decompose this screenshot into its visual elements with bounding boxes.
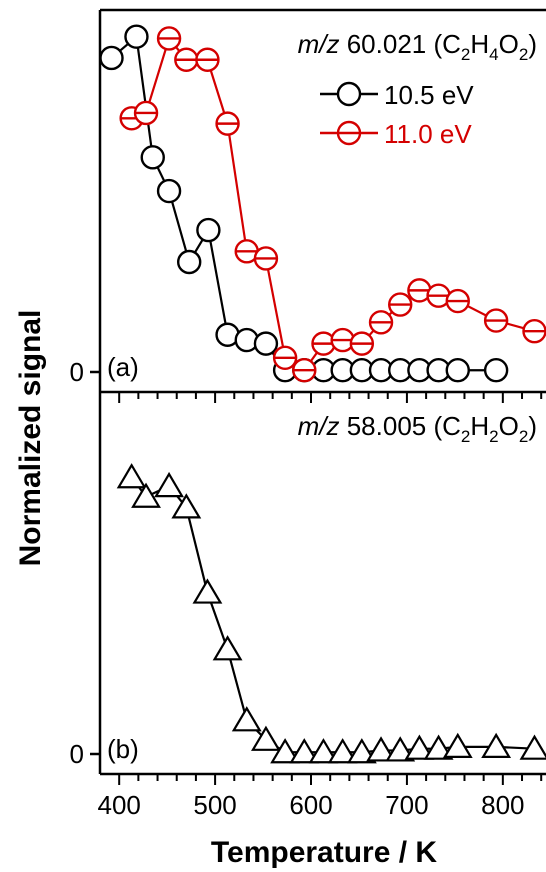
data-point [253,246,279,271]
legend-item: 10.5 eV [320,80,474,110]
data-point [368,310,394,335]
data-point [124,24,149,49]
data-point [154,471,184,498]
panel-label: (a) [107,352,139,382]
data-point [445,358,470,383]
data-point [131,482,161,508]
data-point [522,318,546,344]
data-point [483,308,509,333]
data-point [251,725,281,751]
data-point [404,734,435,760]
x-axis: 400 500 600 700 800 [97,392,543,820]
data-point [349,331,375,356]
y-axis-label: Normalized signal [14,310,47,567]
legend-marker [336,81,362,107]
legend-item: 11.0 eV [320,119,472,149]
data-point [215,111,240,136]
series-10-5-ev [99,24,509,383]
data-point [253,331,279,356]
data-point [366,736,396,762]
data-point [116,463,147,489]
data-point [174,47,199,72]
series-11-0-ev [119,26,546,383]
data-point [483,358,509,383]
data-point [481,732,512,759]
panel-title: m/z 58.005 (C2H2O2) [298,411,537,446]
legend-marker [336,120,362,146]
data-point [385,736,416,762]
panel-a: 0 (a) m/z 60.021 (C2H4O2) 10.5 eV 11.0 eV [70,24,546,387]
data-point [519,734,546,760]
data-point [171,493,202,519]
panel-label: (b) [107,734,139,764]
data-point [99,45,124,71]
x-tick-label: 500 [193,790,236,820]
x-tick-label: 400 [97,790,140,820]
y-tick-label: 0 [70,357,84,387]
y-tick-label: 0 [70,739,84,769]
series-line [131,36,535,372]
data-point [196,217,221,243]
data-point [289,738,320,764]
x-tick-label: 600 [289,790,332,820]
data-point [176,249,202,275]
data-point [308,738,339,764]
x-axis-label: Temperature / K [211,836,438,869]
data-point [140,145,165,170]
legend: 10.5 eV 11.0 eV [320,80,474,149]
legend-label: 10.5 eV [384,80,474,110]
data-point [270,738,301,764]
legend-label: 11.0 eV [384,119,472,149]
data-point [292,358,317,383]
data-point [272,345,298,371]
panel-b: 0 (b) m/z 58.005 (C2H2O2) [70,411,546,769]
data-point [156,178,182,204]
data-point [192,578,223,604]
data-point [212,635,243,661]
data-point [445,288,470,314]
data-point [423,734,454,760]
data-point [327,738,358,764]
data-point [388,292,413,317]
plot-frame [98,8,546,776]
data-point [407,278,432,303]
series-triangle [116,463,546,764]
data-point [195,47,220,72]
data-point [133,100,159,126]
data-point [231,706,262,732]
panel-title: m/z 60.021 (C2H4O2) [298,29,537,64]
data-point [346,738,377,764]
data-point [156,26,182,51]
x-tick-label: 800 [481,790,524,820]
x-tick-label: 700 [385,790,428,820]
data-point [442,732,473,759]
